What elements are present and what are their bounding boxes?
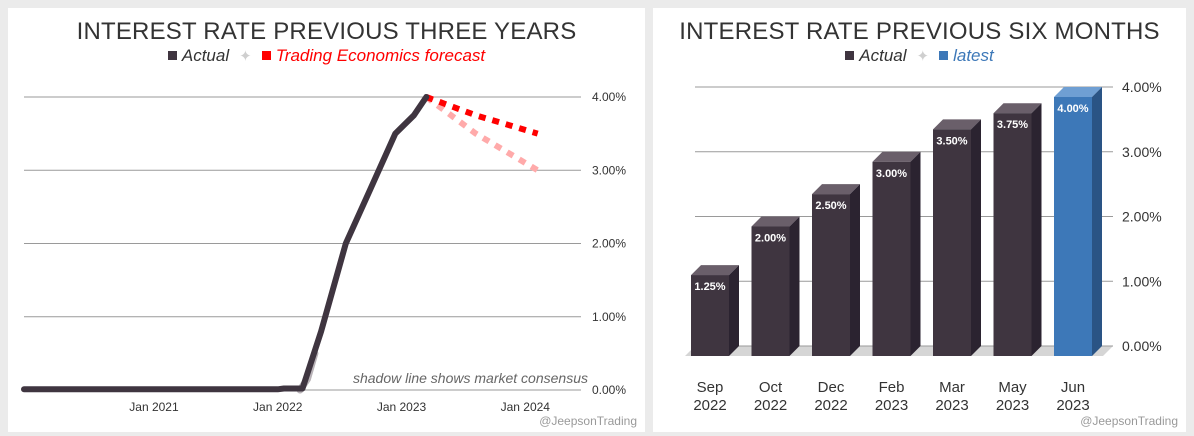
y-tick-label: 2.00% (1122, 209, 1162, 225)
bar-data-label: 3.75% (997, 119, 1028, 131)
x-tick-month: Sep (697, 379, 724, 396)
bar-data-label: 2.00% (755, 233, 786, 245)
legend-separator-icon: ✦ (239, 48, 252, 65)
y-tick-label: 1.00% (1122, 273, 1162, 289)
legend-actual-label: Actual (181, 46, 230, 65)
x-tick-year: 2022 (754, 397, 787, 414)
bar-actual (933, 129, 971, 356)
x-tick-label: Jan 2023 (377, 400, 427, 414)
legend-forecast-swatch (261, 51, 271, 61)
bar-chart-panel: INTEREST RATE PREVIOUS SIX MONTHS Actual… (653, 8, 1186, 432)
bar-side (971, 119, 981, 356)
bar-chart-plot: 0.00%1.00%2.00%3.00%4.00%1.25%Sep20222.0… (685, 79, 1162, 414)
x-tick-month: Dec (818, 379, 845, 396)
line-chart-plot: 0.00% 1.00% 2.00% 3.00% 4.00% Jan 2021 Jan 202… (21, 90, 626, 414)
bar-chart-watermark: @JeepsonTrading (1080, 414, 1178, 428)
legend-actual-label: Actual (859, 46, 907, 65)
bar-top (751, 216, 800, 227)
bar-actual (691, 275, 729, 356)
bar-latest (1054, 97, 1092, 356)
bar-side (789, 216, 800, 356)
line-chart-legend: Actual ✦ Trading Economics forecast (8, 46, 645, 66)
bar-actual (993, 113, 1032, 356)
x-tick-year: 2023 (935, 397, 968, 414)
legend-separator-icon: ✦ (916, 48, 930, 65)
x-tick-label: Jan 2024 (501, 400, 551, 414)
y-tick-label: 0.00% (1122, 338, 1162, 354)
series-te-forecast (425, 94, 539, 137)
x-tick-month: Mar (939, 379, 965, 396)
bar-data-label: 1.25% (694, 281, 725, 293)
y-tick-label: 2.00% (592, 237, 626, 251)
bar-actual (751, 226, 790, 356)
y-tick-label: 1.00% (592, 310, 626, 324)
y-tick-label: 0.00% (592, 383, 626, 397)
x-tick-year: 2023 (875, 397, 908, 414)
x-tick-month: Jun (1061, 379, 1085, 396)
line-chart-watermark: @JeepsonTrading (539, 414, 637, 428)
consensus-annotation: shadow line shows market consensus (353, 370, 588, 386)
legend-forecast-label: Trading Economics forecast (275, 46, 486, 65)
bar-top (933, 119, 981, 130)
x-tick-year: 2023 (996, 397, 1029, 414)
x-tick-month: May (998, 379, 1027, 396)
x-tick-year: 2023 (1056, 397, 1089, 414)
bar-top (691, 265, 739, 276)
y-tick-label: 3.00% (1122, 144, 1162, 160)
bar-data-label: 2.50% (815, 200, 846, 212)
x-tick-label: Jan 2022 (253, 400, 303, 414)
bar-top (1054, 87, 1102, 97)
bar-top (872, 151, 921, 162)
x-tick-label: Jan 2021 (129, 400, 179, 414)
bar-top (993, 103, 1042, 114)
bar-data-label: 3.00% (876, 168, 907, 180)
bar-chart-legend: Actual ✦ latest (653, 46, 1186, 66)
y-tick-label: 4.00% (592, 90, 626, 104)
line-chart-title: INTEREST RATE PREVIOUS THREE YEARS (76, 18, 577, 45)
bar-actual (812, 194, 850, 356)
bar-top (812, 184, 860, 195)
legend-latest-label: latest (953, 46, 994, 65)
legend-actual-swatch (845, 51, 855, 61)
x-tick-month: Feb (879, 379, 905, 396)
series-consensus-forecast (424, 94, 540, 173)
bar-side (850, 184, 860, 356)
y-tick-label: 3.00% (592, 163, 626, 177)
bar-data-label: 4.00% (1057, 103, 1088, 115)
x-tick-year: 2022 (814, 397, 847, 414)
line-chart-panel: INTEREST RATE PREVIOUS THREE YEARS Actua… (8, 8, 645, 432)
x-tick-year: 2022 (693, 397, 726, 414)
bar-side (910, 151, 921, 356)
legend-actual-swatch (167, 51, 177, 61)
bar-chart-title: INTEREST RATE PREVIOUS SIX MONTHS (679, 18, 1160, 45)
bar-actual (872, 161, 911, 356)
bar-side (729, 265, 739, 356)
series-actual (21, 94, 430, 393)
bar-side (1031, 103, 1042, 356)
x-tick-month: Oct (759, 379, 783, 396)
legend-latest-swatch (939, 51, 949, 61)
bar-data-label: 3.50% (936, 135, 967, 147)
bar-side (1092, 87, 1102, 356)
y-tick-label: 4.00% (1122, 79, 1162, 95)
